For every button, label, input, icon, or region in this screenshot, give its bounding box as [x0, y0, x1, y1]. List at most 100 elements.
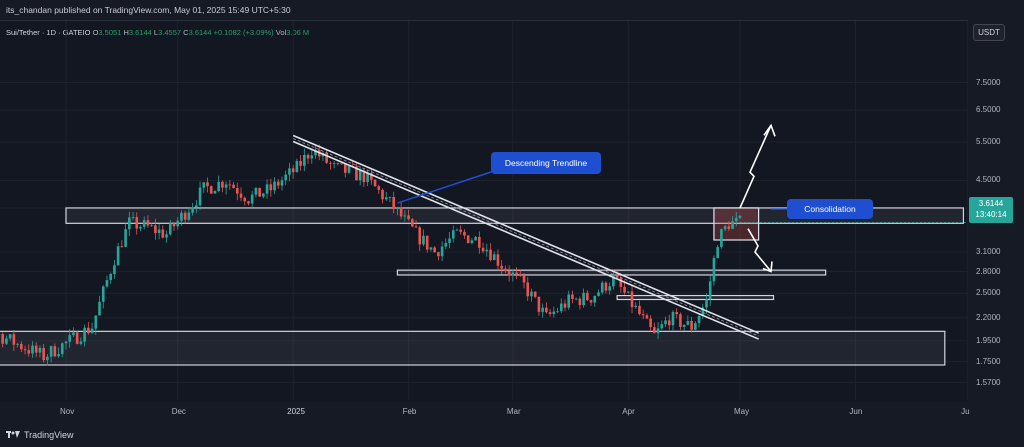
zone-support-base	[0, 330, 946, 366]
y-tick-label: 2.5000	[976, 288, 1001, 298]
candle-body	[310, 155, 314, 159]
candle-body	[269, 184, 273, 191]
candle-body	[429, 247, 433, 250]
candle-body	[597, 292, 600, 296]
candle-body	[537, 296, 541, 312]
close-label: C	[183, 28, 189, 37]
candle-body	[228, 184, 232, 186]
y-tick-label: 5.5000	[976, 136, 1001, 146]
y-tick-label: 3.1000	[976, 246, 1001, 256]
candle-body	[705, 299, 708, 308]
candle-body	[686, 320, 690, 325]
candle-body	[23, 349, 27, 351]
candle-body	[254, 187, 258, 195]
candle-body	[176, 220, 180, 227]
last-price-badge: 3.6144 13:40:14	[969, 197, 1013, 223]
candle-body	[407, 215, 410, 220]
candle-body	[329, 162, 332, 164]
open-label: O	[92, 28, 99, 37]
candle-body	[518, 273, 522, 276]
zone-support-small	[616, 294, 775, 301]
candle-body	[172, 223, 176, 227]
low-label: L	[153, 28, 159, 37]
candle-body	[1, 334, 4, 344]
candle-body	[738, 215, 742, 218]
candle-body	[388, 196, 392, 198]
candle-body	[235, 188, 239, 194]
high-value: 3.6144	[128, 28, 152, 37]
candle-body	[303, 154, 306, 166]
candle-body	[94, 315, 98, 329]
candle-body	[522, 275, 526, 283]
candle-body	[79, 341, 83, 344]
candle-body	[727, 226, 731, 229]
candle-body	[574, 298, 578, 300]
candle-body	[623, 286, 626, 293]
candle-body	[239, 193, 243, 198]
candle-body	[280, 180, 284, 186]
currency-button[interactable]: USDT	[973, 24, 1005, 41]
symbol-name[interactable]: Sui/Tether · 1D · GATEIO	[6, 28, 91, 37]
candle-body	[105, 280, 109, 287]
candle-body	[250, 194, 254, 204]
candle-body	[358, 170, 362, 181]
x-tick-label: Mar	[506, 407, 521, 416]
candle-body	[46, 356, 49, 361]
candle-body	[60, 343, 64, 355]
candle-body	[57, 354, 60, 357]
candle-body	[116, 246, 120, 266]
candle-body	[604, 282, 608, 291]
candle-body	[16, 343, 19, 345]
bar-countdown: 13:40:14	[975, 210, 1007, 219]
high-label: H	[123, 28, 129, 37]
candle-body	[202, 182, 206, 188]
consolidation-callout: Consolidation	[787, 199, 873, 219]
candle-body	[217, 181, 220, 191]
candle-body	[12, 334, 16, 345]
candle-body	[552, 311, 556, 315]
candle-body	[206, 182, 209, 187]
candle-body	[481, 247, 485, 252]
footer-brand[interactable]: TradingView	[6, 430, 74, 440]
candle-body	[496, 254, 500, 266]
close-value: 3.6144	[188, 28, 212, 37]
y-tick-label: 2.8000	[976, 266, 1001, 276]
candle-body	[113, 265, 116, 274]
candle-body	[653, 327, 656, 334]
candle-body	[712, 258, 716, 282]
candle-body	[489, 249, 492, 261]
candle-body	[232, 184, 235, 189]
x-tick-label: Nov	[60, 407, 75, 416]
candle-body	[619, 278, 623, 287]
candle-body	[593, 295, 597, 303]
candle-body	[183, 212, 187, 220]
candle-body	[612, 274, 615, 287]
candle-body	[533, 291, 537, 297]
candle-body	[485, 249, 489, 252]
candle-body	[649, 318, 652, 328]
candle-body	[224, 184, 228, 188]
candle-body	[459, 229, 463, 232]
candle-body	[213, 190, 217, 194]
candle-body	[5, 338, 8, 344]
candle-body	[120, 246, 124, 248]
trendline-callout-pointer	[397, 169, 498, 204]
candle-body	[355, 166, 358, 181]
candle-body	[734, 217, 738, 222]
y-tick-label: 4.5000	[976, 175, 1001, 185]
candle-body	[656, 328, 660, 334]
candle-body	[150, 225, 153, 227]
candle-body	[556, 311, 559, 313]
candle-body	[68, 335, 72, 342]
publisher-line: its_chandan published on TradingView.com…	[6, 5, 291, 15]
candle-body	[340, 163, 343, 165]
candle-body	[180, 212, 183, 221]
bullish-arrowhead	[763, 123, 776, 137]
candle-body	[701, 307, 705, 316]
trendline-center	[292, 138, 759, 337]
candle-body	[444, 242, 448, 247]
candle-body	[589, 300, 593, 303]
open-value: 3.5051	[98, 28, 122, 37]
candle-body	[135, 217, 139, 229]
